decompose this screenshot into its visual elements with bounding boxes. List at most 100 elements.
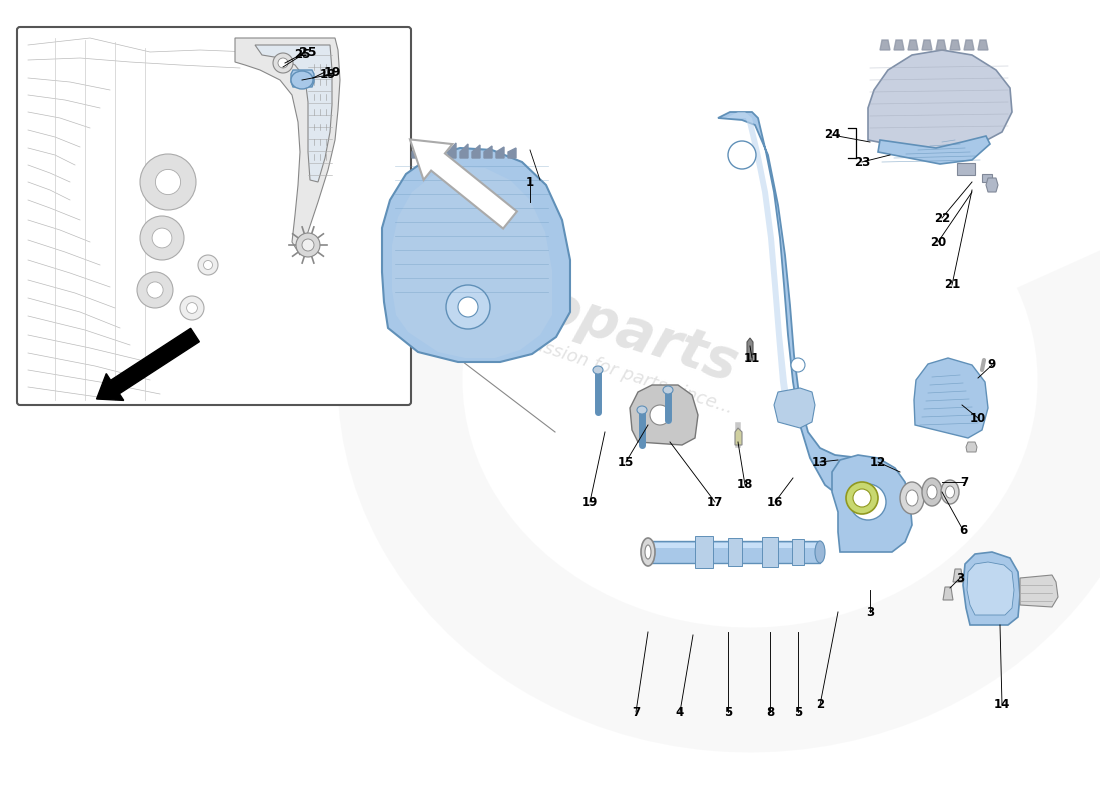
Ellipse shape — [900, 482, 924, 514]
Circle shape — [302, 239, 313, 251]
Text: 17: 17 — [707, 495, 723, 509]
Text: 20: 20 — [930, 235, 946, 249]
Polygon shape — [412, 142, 420, 158]
Polygon shape — [914, 358, 988, 438]
Circle shape — [458, 297, 478, 317]
FancyBboxPatch shape — [16, 27, 411, 405]
Circle shape — [187, 302, 197, 314]
Polygon shape — [878, 136, 990, 164]
Polygon shape — [728, 538, 743, 566]
Polygon shape — [986, 178, 998, 192]
Polygon shape — [936, 40, 946, 50]
Circle shape — [204, 261, 212, 270]
Polygon shape — [957, 163, 975, 175]
Polygon shape — [964, 40, 974, 50]
Text: 7: 7 — [960, 475, 968, 489]
Polygon shape — [255, 45, 332, 182]
Polygon shape — [718, 112, 878, 502]
Text: 21: 21 — [944, 278, 960, 291]
Circle shape — [140, 216, 184, 260]
Text: 3: 3 — [956, 571, 964, 585]
Polygon shape — [448, 143, 456, 158]
Text: 23: 23 — [854, 155, 870, 169]
Polygon shape — [922, 40, 932, 50]
Ellipse shape — [815, 541, 825, 563]
Text: 11: 11 — [744, 351, 760, 365]
Text: 12: 12 — [870, 455, 887, 469]
Polygon shape — [943, 587, 953, 600]
Polygon shape — [908, 40, 918, 50]
Text: 18: 18 — [737, 478, 754, 491]
Circle shape — [278, 58, 288, 68]
Polygon shape — [880, 40, 890, 50]
Text: 24: 24 — [824, 129, 840, 142]
Polygon shape — [382, 148, 570, 362]
Text: 13: 13 — [812, 455, 828, 469]
Polygon shape — [792, 539, 804, 565]
Polygon shape — [472, 145, 480, 158]
Polygon shape — [774, 388, 815, 428]
Ellipse shape — [292, 71, 313, 89]
Circle shape — [152, 228, 172, 248]
Text: 22: 22 — [934, 211, 950, 225]
Circle shape — [138, 272, 173, 308]
Circle shape — [728, 141, 756, 169]
Polygon shape — [508, 148, 516, 158]
Text: 16: 16 — [767, 495, 783, 509]
Circle shape — [650, 405, 670, 425]
Ellipse shape — [645, 545, 651, 559]
Ellipse shape — [906, 490, 918, 506]
Polygon shape — [496, 147, 504, 158]
Text: 19: 19 — [323, 66, 341, 78]
Polygon shape — [832, 455, 912, 552]
Text: 25: 25 — [294, 49, 310, 62]
Text: 15: 15 — [618, 455, 635, 469]
Text: 8: 8 — [766, 706, 774, 718]
Polygon shape — [235, 38, 340, 255]
Polygon shape — [966, 442, 977, 452]
Text: 5: 5 — [724, 706, 733, 718]
Polygon shape — [967, 562, 1014, 615]
Polygon shape — [950, 40, 960, 50]
Ellipse shape — [927, 485, 937, 499]
Text: 2: 2 — [816, 698, 824, 711]
Polygon shape — [292, 70, 313, 87]
Polygon shape — [726, 112, 793, 425]
Text: 10: 10 — [970, 411, 986, 425]
Circle shape — [198, 255, 218, 275]
Circle shape — [147, 282, 163, 298]
Circle shape — [273, 53, 293, 73]
Polygon shape — [436, 143, 444, 158]
Ellipse shape — [922, 478, 942, 506]
Polygon shape — [868, 50, 1012, 152]
Text: europarts: europarts — [436, 247, 745, 393]
Ellipse shape — [641, 538, 654, 566]
Text: a passion for parts since...: a passion for parts since... — [504, 326, 736, 418]
Polygon shape — [747, 338, 754, 360]
Circle shape — [850, 484, 886, 520]
Polygon shape — [953, 569, 962, 582]
Ellipse shape — [593, 366, 603, 374]
Polygon shape — [630, 385, 698, 445]
Polygon shape — [982, 174, 992, 182]
Text: 19: 19 — [320, 69, 337, 82]
Text: 5: 5 — [794, 706, 802, 718]
Polygon shape — [735, 428, 743, 445]
Polygon shape — [695, 536, 713, 568]
FancyArrow shape — [410, 139, 517, 229]
Polygon shape — [962, 552, 1020, 625]
Text: 3: 3 — [866, 606, 874, 618]
Polygon shape — [484, 146, 492, 158]
Polygon shape — [648, 543, 820, 548]
Circle shape — [791, 358, 805, 372]
Text: 7: 7 — [631, 706, 640, 718]
Text: 6: 6 — [959, 523, 967, 537]
Polygon shape — [392, 167, 552, 358]
Circle shape — [180, 296, 204, 320]
Polygon shape — [894, 40, 904, 50]
Circle shape — [140, 154, 196, 210]
Polygon shape — [424, 142, 432, 158]
Ellipse shape — [846, 482, 878, 514]
Polygon shape — [460, 144, 467, 158]
Circle shape — [446, 285, 490, 329]
